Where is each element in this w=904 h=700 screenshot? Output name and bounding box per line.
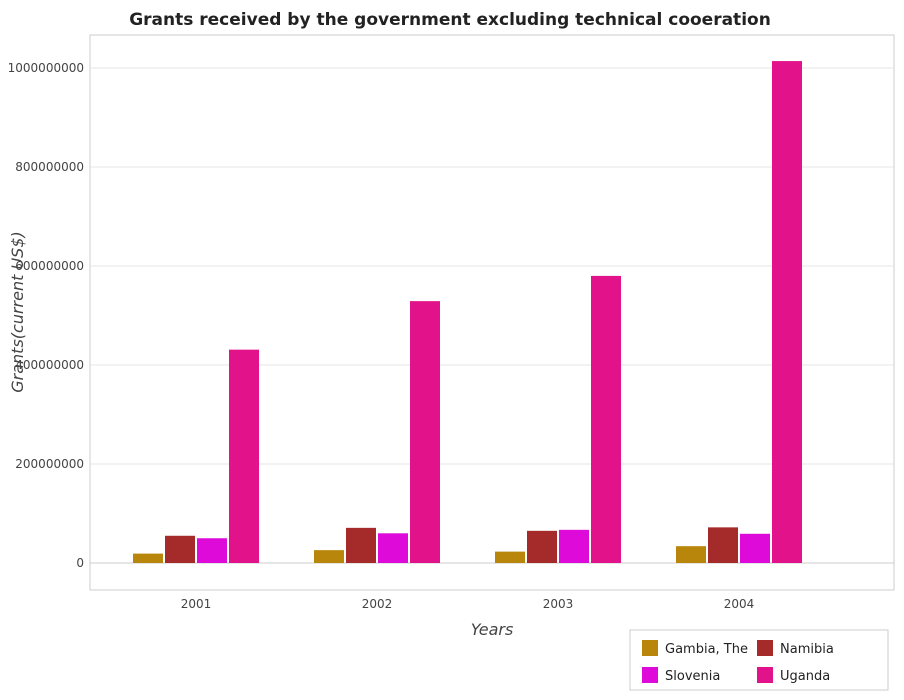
y-tick-label: 0 xyxy=(76,556,84,570)
legend: Gambia, The Namibia Slovenia Uganda xyxy=(629,629,889,691)
legend-swatch xyxy=(642,667,658,683)
x-axis-label: Years xyxy=(471,620,514,639)
bars xyxy=(133,61,802,563)
legend-swatch xyxy=(642,640,658,656)
x-tick-label: 2001 xyxy=(181,597,212,611)
bar-namibia-2003 xyxy=(527,530,557,563)
y-tick-label: 600000000 xyxy=(15,259,84,273)
y-tick-label: 400000000 xyxy=(15,358,84,372)
bar-gambia-the-2004 xyxy=(676,546,706,563)
bar-slovenia-2001 xyxy=(197,538,227,563)
legend-swatch xyxy=(757,667,773,683)
y-tick-label: 200000000 xyxy=(15,457,84,471)
bar-slovenia-2003 xyxy=(559,529,589,563)
bar-slovenia-2004 xyxy=(740,533,770,563)
bar-gambia-the-2001 xyxy=(133,553,163,563)
bar-gambia-the-2002 xyxy=(314,550,344,563)
bar-uganda-2003 xyxy=(591,275,621,563)
x-axis-ticks: 2001 2002 2003 2004 xyxy=(181,597,755,611)
legend-label: Gambia, The xyxy=(665,642,748,657)
plot-area xyxy=(89,34,895,591)
bar-uganda-2002 xyxy=(410,301,440,563)
bar-gambia-the-2003 xyxy=(495,551,525,563)
x-tick-label: 2003 xyxy=(543,597,574,611)
chart-title: Grants received by the government exclud… xyxy=(129,10,771,30)
legend-label: Uganda xyxy=(780,669,830,684)
bar-namibia-2001 xyxy=(165,535,195,563)
legend-label: Slovenia xyxy=(665,669,720,684)
y-tick-label: 800000000 xyxy=(15,160,84,174)
legend-label: Namibia xyxy=(780,642,834,657)
y-axis-ticks: 0 200000000 400000000 600000000 800000000 100… xyxy=(8,61,84,570)
x-tick-label: 2004 xyxy=(724,597,755,611)
bar-uganda-2001 xyxy=(229,349,259,563)
bar-namibia-2004 xyxy=(708,527,738,563)
x-tick-label: 2002 xyxy=(362,597,393,611)
bar-uganda-2004 xyxy=(772,61,802,563)
legend-swatch xyxy=(757,640,773,656)
bar-slovenia-2002 xyxy=(378,533,408,563)
bar-namibia-2002 xyxy=(346,527,376,563)
y-tick-label: 1000000000 xyxy=(8,61,84,75)
y-axis-label: Grants(current US$) xyxy=(8,231,27,393)
